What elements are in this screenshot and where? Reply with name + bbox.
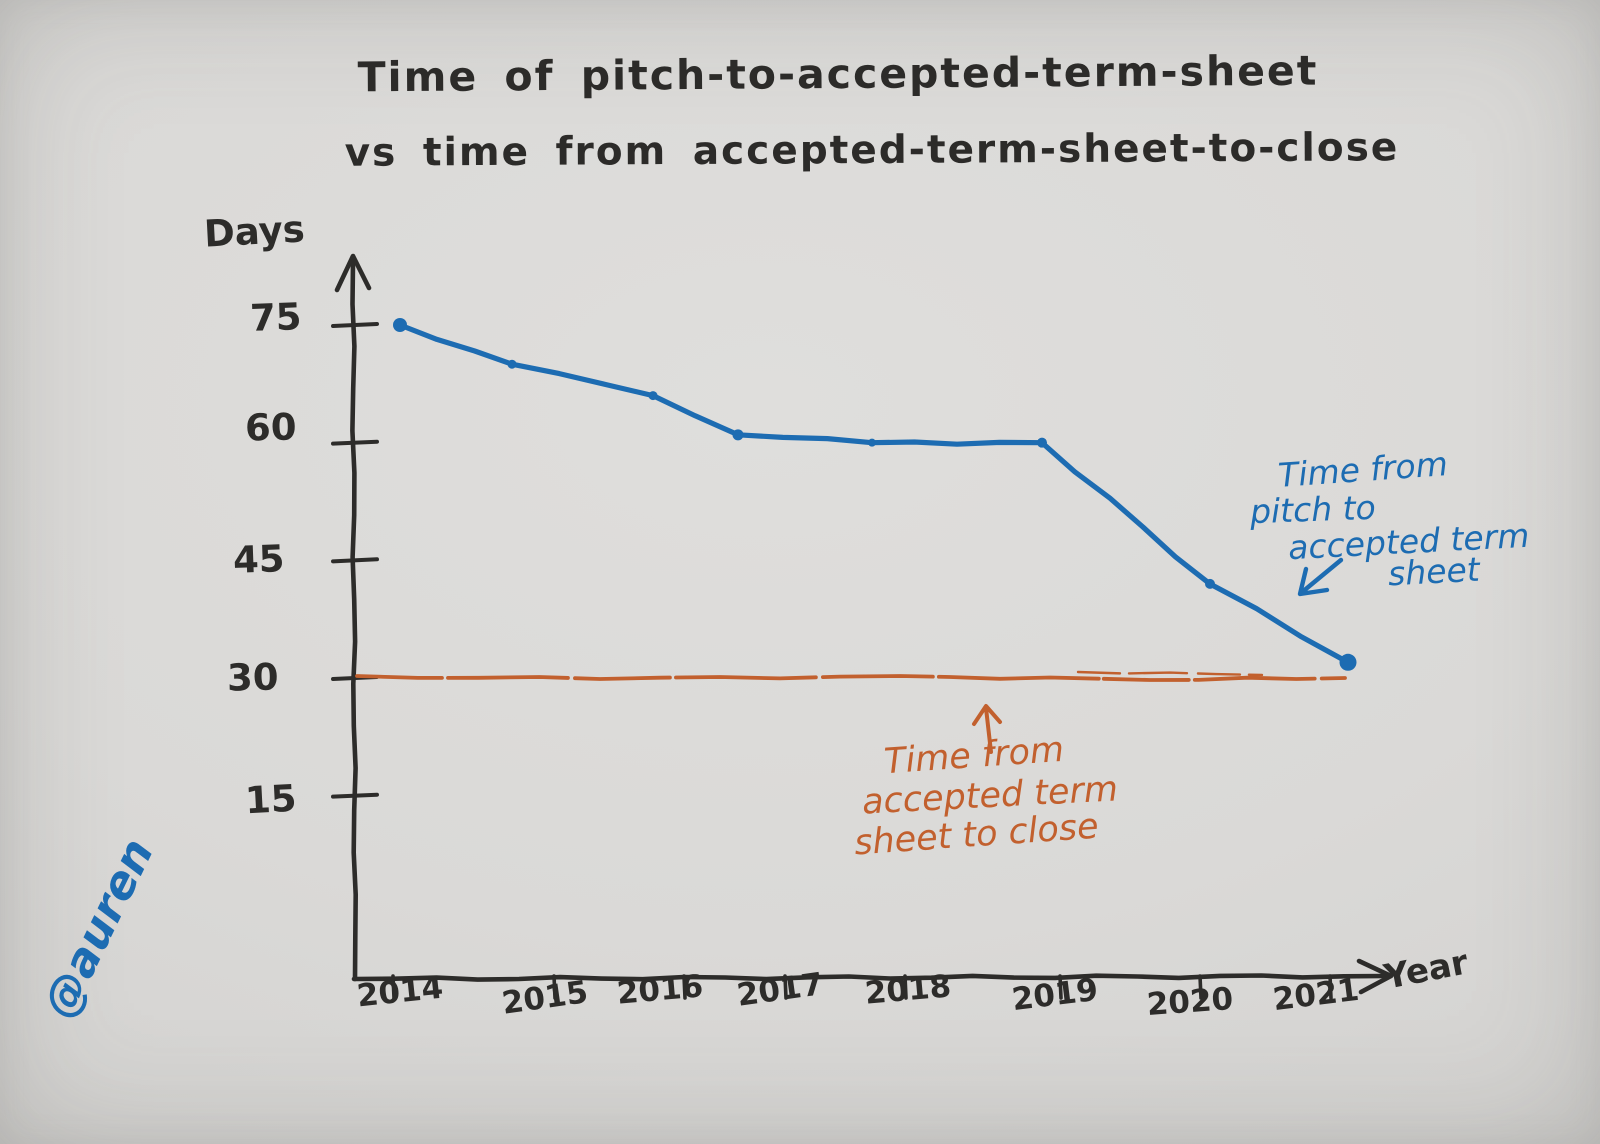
- y-tick-label-30: 30: [226, 655, 279, 700]
- pitch-series-line: [397, 322, 1351, 665]
- close-series-line-overstroke: [1076, 670, 1264, 677]
- pitch-series-point: [868, 438, 876, 447]
- blue-legend-line-4: sheet: [1387, 549, 1481, 594]
- y-axis-arrowhead-icon: [334, 253, 372, 293]
- close-series-line: [355, 674, 1347, 682]
- x-tick-mark: [903, 974, 908, 1000]
- y-axis-line: [350, 259, 358, 982]
- pitch-series-point: [732, 429, 744, 441]
- x-tick-mark: [1058, 974, 1063, 1000]
- x-tick-mark: [783, 974, 788, 1000]
- pitch-series-point: [1037, 437, 1047, 448]
- x-tick-mark: [1198, 974, 1203, 1000]
- y-tick-label-75: 75: [249, 295, 303, 340]
- orange-legend-arrow-icon: [972, 704, 1002, 754]
- pitch-series-point: [1205, 578, 1215, 589]
- y-tick-label-60: 60: [244, 405, 297, 450]
- pitch-series-point: [507, 359, 517, 369]
- pitch-series-point: [1339, 653, 1357, 671]
- y-tick-label-45: 45: [232, 537, 286, 582]
- y-tick-mark: [331, 792, 379, 799]
- x-tick-mark: [682, 974, 687, 1000]
- y-tick-mark: [331, 439, 379, 446]
- pitch-series-point: [648, 391, 658, 401]
- x-axis-line: [351, 973, 1388, 982]
- x-tick-mark: [552, 974, 557, 1000]
- x-axis-arrowhead-icon: [1356, 958, 1394, 995]
- y-tick-label-15: 15: [243, 776, 298, 823]
- y-tick-mark: [331, 557, 379, 564]
- pitch-series-point: [393, 318, 407, 332]
- blue-legend-arrow-icon: [1297, 557, 1344, 597]
- x-tick-mark: [391, 974, 396, 1000]
- y-tick-mark: [331, 322, 379, 328]
- x-tick-mark: [1328, 974, 1333, 1000]
